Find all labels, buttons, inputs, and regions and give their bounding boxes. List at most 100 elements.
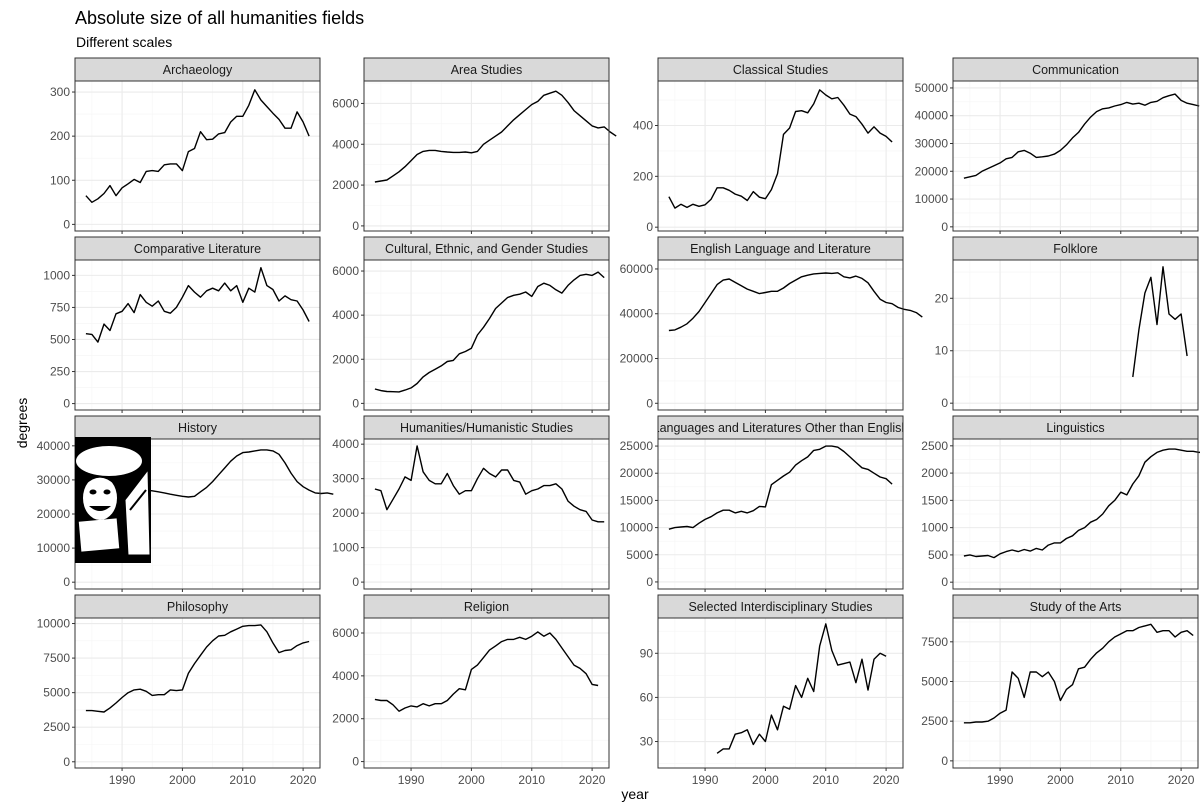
series-line	[85, 267, 310, 343]
x-tick-label: 2000	[458, 773, 485, 787]
x-tick-label: 2010	[1107, 773, 1134, 787]
y-tick-label: 500	[50, 332, 70, 346]
series-line	[668, 89, 893, 209]
y-tick-label: 10	[935, 344, 949, 358]
y-tick-label: 2000	[332, 178, 359, 192]
x-tick-label: 1990	[987, 773, 1014, 787]
x-tick-label: 2020	[290, 773, 317, 787]
y-tick-label: 2500	[921, 439, 948, 453]
y-axis-title: degrees	[14, 398, 30, 449]
x-tick-label: 2000	[1047, 773, 1074, 787]
y-tick-label: 0	[352, 575, 359, 589]
panel-background	[953, 618, 1198, 768]
y-tick-label: 6000	[332, 626, 359, 640]
facet-label: History	[178, 421, 218, 435]
panel-border	[74, 80, 321, 232]
panel-background	[75, 81, 320, 231]
y-tick-label: 4000	[332, 437, 359, 451]
y-tick-label: 4000	[332, 137, 359, 151]
series-line	[668, 445, 893, 530]
panel-border	[952, 80, 1199, 232]
y-tick-label: 0	[63, 217, 70, 231]
facet-label: Communication	[1032, 63, 1119, 77]
facet-label: Philosophy	[167, 600, 229, 614]
y-tick-label: 0	[646, 575, 653, 589]
y-tick-label: 100	[50, 173, 70, 187]
y-tick-label: 0	[646, 396, 653, 410]
y-tick-label: 0	[352, 396, 359, 410]
y-tick-label: 250	[50, 365, 70, 379]
y-tick-label: 0	[352, 755, 359, 769]
y-tick-label: 25000	[620, 439, 654, 453]
series-line	[374, 445, 605, 523]
y-tick-label: 10000	[620, 521, 654, 535]
facet-6: Cultural, Ethnic, and Gender Studies 0 200…	[332, 236, 610, 413]
y-tick-label: 0	[63, 755, 70, 769]
panel-border	[657, 438, 904, 590]
y-tick-label: 90	[640, 646, 654, 660]
chart-subtitle: Different scales	[76, 34, 172, 50]
facet-16: Study of the Arts 0 2500 5000 7500 1990 2000 20…	[921, 594, 1199, 787]
y-tick-label: 0	[63, 397, 70, 411]
facet-label: Cultural, Ethnic, and Gender Studies	[385, 242, 588, 256]
facet-label: Study of the Arts	[1030, 600, 1122, 614]
series-line	[374, 631, 599, 712]
x-tick-label: 1990	[109, 773, 136, 787]
y-tick-label: 5000	[626, 548, 653, 562]
x-tick-label: 2000	[169, 773, 196, 787]
y-tick-label: 10000	[915, 192, 949, 206]
panel-background	[75, 260, 320, 410]
series-line	[963, 623, 1194, 724]
y-tick-label: 3000	[332, 472, 359, 486]
y-tick-label: 20	[935, 291, 949, 305]
panel-border	[74, 259, 321, 411]
y-tick-label: 4000	[332, 308, 359, 322]
panel-border	[363, 617, 610, 769]
x-tick-label: 2020	[1168, 773, 1195, 787]
series-line	[668, 272, 923, 332]
y-tick-label: 7500	[921, 635, 948, 649]
panel-background	[953, 81, 1198, 231]
y-tick-label: 60	[640, 690, 654, 704]
sickos-comic-image	[75, 437, 151, 563]
y-tick-label: 2000	[921, 466, 948, 480]
panel-background	[364, 260, 609, 410]
y-tick-label: 0	[941, 754, 948, 768]
y-tick-label: 6000	[332, 264, 359, 278]
series-line	[85, 624, 310, 713]
panel-border	[952, 259, 1199, 411]
y-tick-label: 7500	[43, 651, 70, 665]
panel-background	[364, 81, 609, 231]
facet-label: Classical Studies	[733, 63, 828, 77]
x-tick-label: 2010	[518, 773, 545, 787]
y-tick-label: 30000	[37, 473, 71, 487]
y-tick-label: 40000	[37, 439, 71, 453]
panel-border	[363, 259, 610, 411]
y-tick-label: 20000	[915, 164, 949, 178]
y-tick-label: 5000	[43, 686, 70, 700]
facet-label: Area Studies	[451, 63, 523, 77]
y-tick-label: 500	[928, 548, 948, 562]
y-tick-label: 5000	[921, 674, 948, 688]
y-tick-label: 1000	[43, 268, 70, 282]
series-line	[374, 90, 617, 183]
panel-border	[363, 438, 610, 590]
panel-background	[364, 618, 609, 768]
panel-background	[953, 260, 1198, 410]
panel-border	[363, 80, 610, 232]
facet-label: Linguistics	[1046, 421, 1104, 435]
x-tick-label: 2020	[873, 773, 900, 787]
y-tick-label: 0	[646, 220, 653, 234]
facet-label: Comparative Literature	[134, 242, 261, 256]
y-tick-label: 200	[633, 169, 653, 183]
y-tick-label: 1000	[921, 521, 948, 535]
facet-5: Comparative Literature 0 250 500 750 1000	[43, 236, 321, 413]
y-tick-label: 0	[941, 396, 948, 410]
y-tick-label: 60000	[620, 262, 654, 276]
x-tick-label: 1990	[398, 773, 425, 787]
facet-8: Folklore 0 10 20	[935, 236, 1199, 413]
y-tick-label: 2000	[332, 712, 359, 726]
panel-border	[657, 617, 904, 769]
facet-2: Area Studies 0 2000 4000 6000	[332, 57, 617, 234]
